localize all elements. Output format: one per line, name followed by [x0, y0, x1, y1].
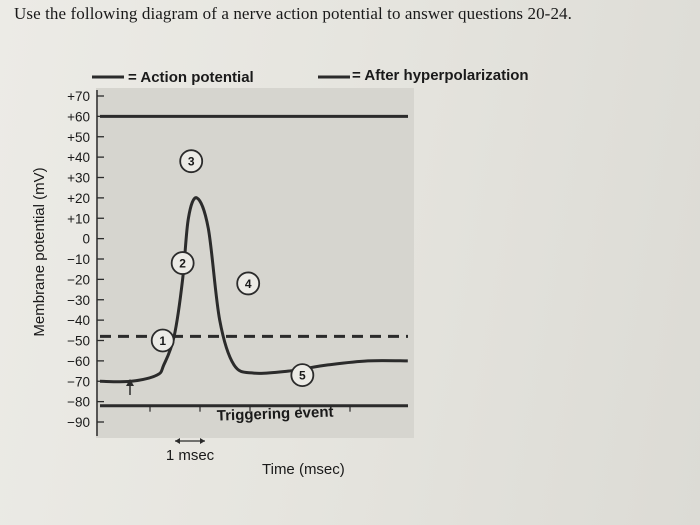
y-tick-label: +70 [67, 89, 90, 104]
y-tick-label: +30 [67, 171, 90, 186]
marker-5-circle [290, 363, 315, 388]
y-tick-label: +50 [67, 130, 90, 145]
y-tick-label: +10 [67, 211, 90, 226]
y-tick-label: −10 [67, 252, 90, 267]
legend-label-action-potential: = Action potential [128, 69, 254, 86]
y-tick-label: −30 [67, 293, 90, 308]
y-tick-label: 0 [82, 232, 90, 247]
marker-3-label: 3 [188, 155, 195, 169]
marker-1-label: 1 [159, 334, 166, 348]
x-axis-title: Time (msec) [262, 461, 345, 478]
y-tick-label: −60 [67, 354, 90, 369]
legend: = Action potential = After hyperpolariza… [92, 67, 529, 86]
trigger-arrow-head [126, 379, 134, 386]
marker-3-circle [179, 149, 204, 174]
y-tick-label: −70 [67, 374, 90, 389]
marker-4-label: 4 [245, 277, 252, 291]
marker-2-label: 2 [179, 257, 186, 271]
y-tick-label: −80 [67, 395, 90, 410]
y-tick-label: +20 [67, 191, 90, 206]
markers: 1 2 3 4 5 Triggering event [150, 149, 334, 425]
y-tick-label: −50 [67, 334, 90, 349]
marker-2-circle [170, 251, 195, 275]
marker-5-label: 5 [299, 369, 306, 383]
marker-1-circle [150, 328, 175, 353]
plot-area [96, 88, 414, 438]
y-tick-label: −90 [67, 415, 90, 430]
triggering-event-label: Triggering event [217, 404, 334, 425]
y-axis-title: Membrane potential (mV) [31, 167, 48, 336]
scale-bar-label: 1 msec [166, 447, 215, 464]
marker-4-circle [236, 271, 261, 296]
y-tick-label: −20 [67, 272, 90, 287]
legend-label-after-hyperpolarization: = After hyperpolarization [352, 67, 529, 84]
reference-lines [100, 114, 408, 412]
y-tick-label: +40 [67, 150, 90, 165]
y-axis-ticks: +70 +60 +50 +40 +30 +20 +10 0 −10 −20 −30 −40 −50 −60… [67, 89, 104, 430]
question-text: Use the following diagram of a nerve act… [14, 4, 572, 23]
y-tick-label: −40 [67, 313, 90, 328]
y-tick-label: +60 [67, 109, 90, 124]
